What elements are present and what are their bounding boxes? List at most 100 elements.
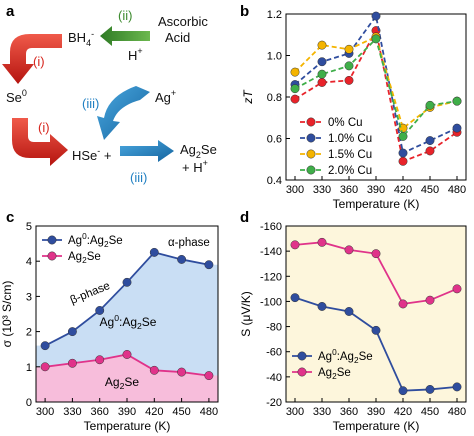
panel-b-label: b: [240, 3, 249, 20]
data-point: [371, 34, 381, 44]
y-tick-label: -20: [266, 397, 282, 409]
species-ag2se: Ag2Se: [180, 142, 217, 160]
data-point: [425, 295, 435, 305]
y-tick-label: -120: [260, 271, 282, 283]
x-axis-label: Temperature (K): [333, 197, 420, 211]
legend-marker: [297, 351, 307, 361]
legend-marker: [47, 251, 57, 261]
roman-label-2: (iii): [82, 96, 99, 111]
legend-label: Ag0:Ag2Se: [318, 348, 373, 365]
legend-label: 1.0% Cu: [328, 133, 372, 145]
data-point: [398, 156, 408, 166]
y-tick-label: -60: [266, 347, 282, 359]
y-tick-label: 1: [26, 362, 32, 374]
y-tick-label: 0.6: [267, 134, 282, 146]
panel-d-label: d: [240, 209, 249, 226]
y-axis-label: σ (10³ S/cm): [0, 281, 14, 348]
y-tick-label: 0.4: [267, 175, 282, 187]
data-point: [122, 350, 132, 359]
data-point: [398, 386, 408, 396]
data-point: [371, 325, 381, 335]
x-tick-label: 480: [200, 406, 218, 418]
data-point: [425, 136, 435, 146]
annotation-beta-phase: β-phase: [69, 280, 112, 307]
species-ascorbic-2: Acid: [165, 30, 190, 45]
annotation-ag0-ag2se: Ag0:Ag2Se: [100, 313, 157, 331]
annotation-alpha-phase: α-phase: [168, 237, 210, 249]
legend-label: Ag0:Ag2Se: [68, 232, 123, 249]
red-curved-arrow-top: [2, 34, 62, 84]
x-tick-label: 450: [172, 406, 190, 418]
data-point: [452, 284, 462, 294]
data-point: [317, 40, 327, 50]
x-tick-label: 480: [448, 184, 466, 196]
data-point: [398, 131, 408, 141]
data-point: [425, 146, 435, 156]
panel-d-chart: d 300 330 360 390 420 450 480 -20 -40 -60 -80 -100 -…: [239, 209, 467, 433]
species-agplus: Ag+: [155, 88, 176, 105]
x-tick-label: 330: [63, 406, 81, 418]
x-tick-label: 390: [367, 184, 385, 196]
x-tick-label: 330: [313, 406, 331, 418]
x-tick-label: 300: [286, 406, 304, 418]
x-tick-label: 420: [145, 406, 163, 418]
species-hplus-top: H+: [128, 46, 143, 63]
data-point: [398, 299, 408, 309]
data-point: [317, 237, 327, 247]
data-point: [317, 69, 327, 79]
data-point: [371, 249, 381, 259]
green-arrow: [100, 26, 150, 46]
y-tick-label: -140: [260, 246, 282, 258]
data-point: [149, 247, 159, 257]
y-tick-label: 1.0: [267, 51, 282, 63]
y-tick-label: 1.2: [267, 9, 282, 21]
y-tick-label: 3: [26, 291, 32, 303]
data-point: [452, 382, 462, 392]
x-tick-label: 420: [394, 406, 412, 418]
data-point: [317, 302, 327, 311]
data-point: [67, 327, 77, 337]
data-point: [425, 384, 435, 394]
data-point: [204, 260, 214, 270]
data-point: [122, 277, 132, 287]
panel-a-label: a: [6, 3, 15, 20]
y-tick-label: 5: [26, 221, 32, 233]
data-point: [425, 100, 435, 110]
y-tick-label: 0: [26, 397, 32, 409]
data-point: [344, 44, 354, 54]
data-point: [290, 84, 300, 94]
data-point: [204, 371, 214, 381]
data-point: [40, 341, 50, 351]
roman-label-1: (i): [33, 54, 45, 69]
data-point: [40, 362, 50, 372]
species-bh4: BH4-: [68, 29, 94, 48]
legend-label: Ag2Se: [318, 367, 351, 381]
data-point: [95, 306, 105, 315]
roman-label-4: (iii): [130, 170, 147, 185]
data-point: [290, 94, 300, 104]
data-point: [177, 254, 187, 264]
legend-label: 1.5% Cu: [328, 149, 372, 161]
data-point: [290, 293, 300, 303]
data-point: [290, 240, 300, 250]
red-curved-arrow-bottom: [12, 118, 68, 166]
blue-curved-arrow: [97, 86, 150, 140]
y-tick-label: 2: [26, 327, 32, 339]
panel-c-label: c: [6, 209, 14, 226]
y-tick-label: -40: [266, 372, 282, 384]
species-se0: Se0: [6, 88, 27, 105]
species-ascorbic-1: Ascorbic: [158, 14, 208, 29]
data-point: [398, 148, 408, 158]
panel-a-schematic: a (i) BH4- (ii) Ascorbic Acid H+ Se0 Ag+…: [2, 3, 217, 185]
blue-straight-arrow: [120, 140, 174, 162]
data-point: [344, 245, 354, 255]
x-tick-label: 360: [340, 406, 358, 418]
y-tick-label: -80: [266, 322, 282, 334]
x-tick-label: 450: [421, 406, 439, 418]
y-tick-label: 0.8: [267, 92, 282, 104]
x-tick-label: 420: [394, 184, 412, 196]
x-tick-label: 390: [367, 406, 385, 418]
x-tick-label: 480: [448, 406, 466, 418]
legend-label: 2.0% Cu: [328, 165, 372, 177]
